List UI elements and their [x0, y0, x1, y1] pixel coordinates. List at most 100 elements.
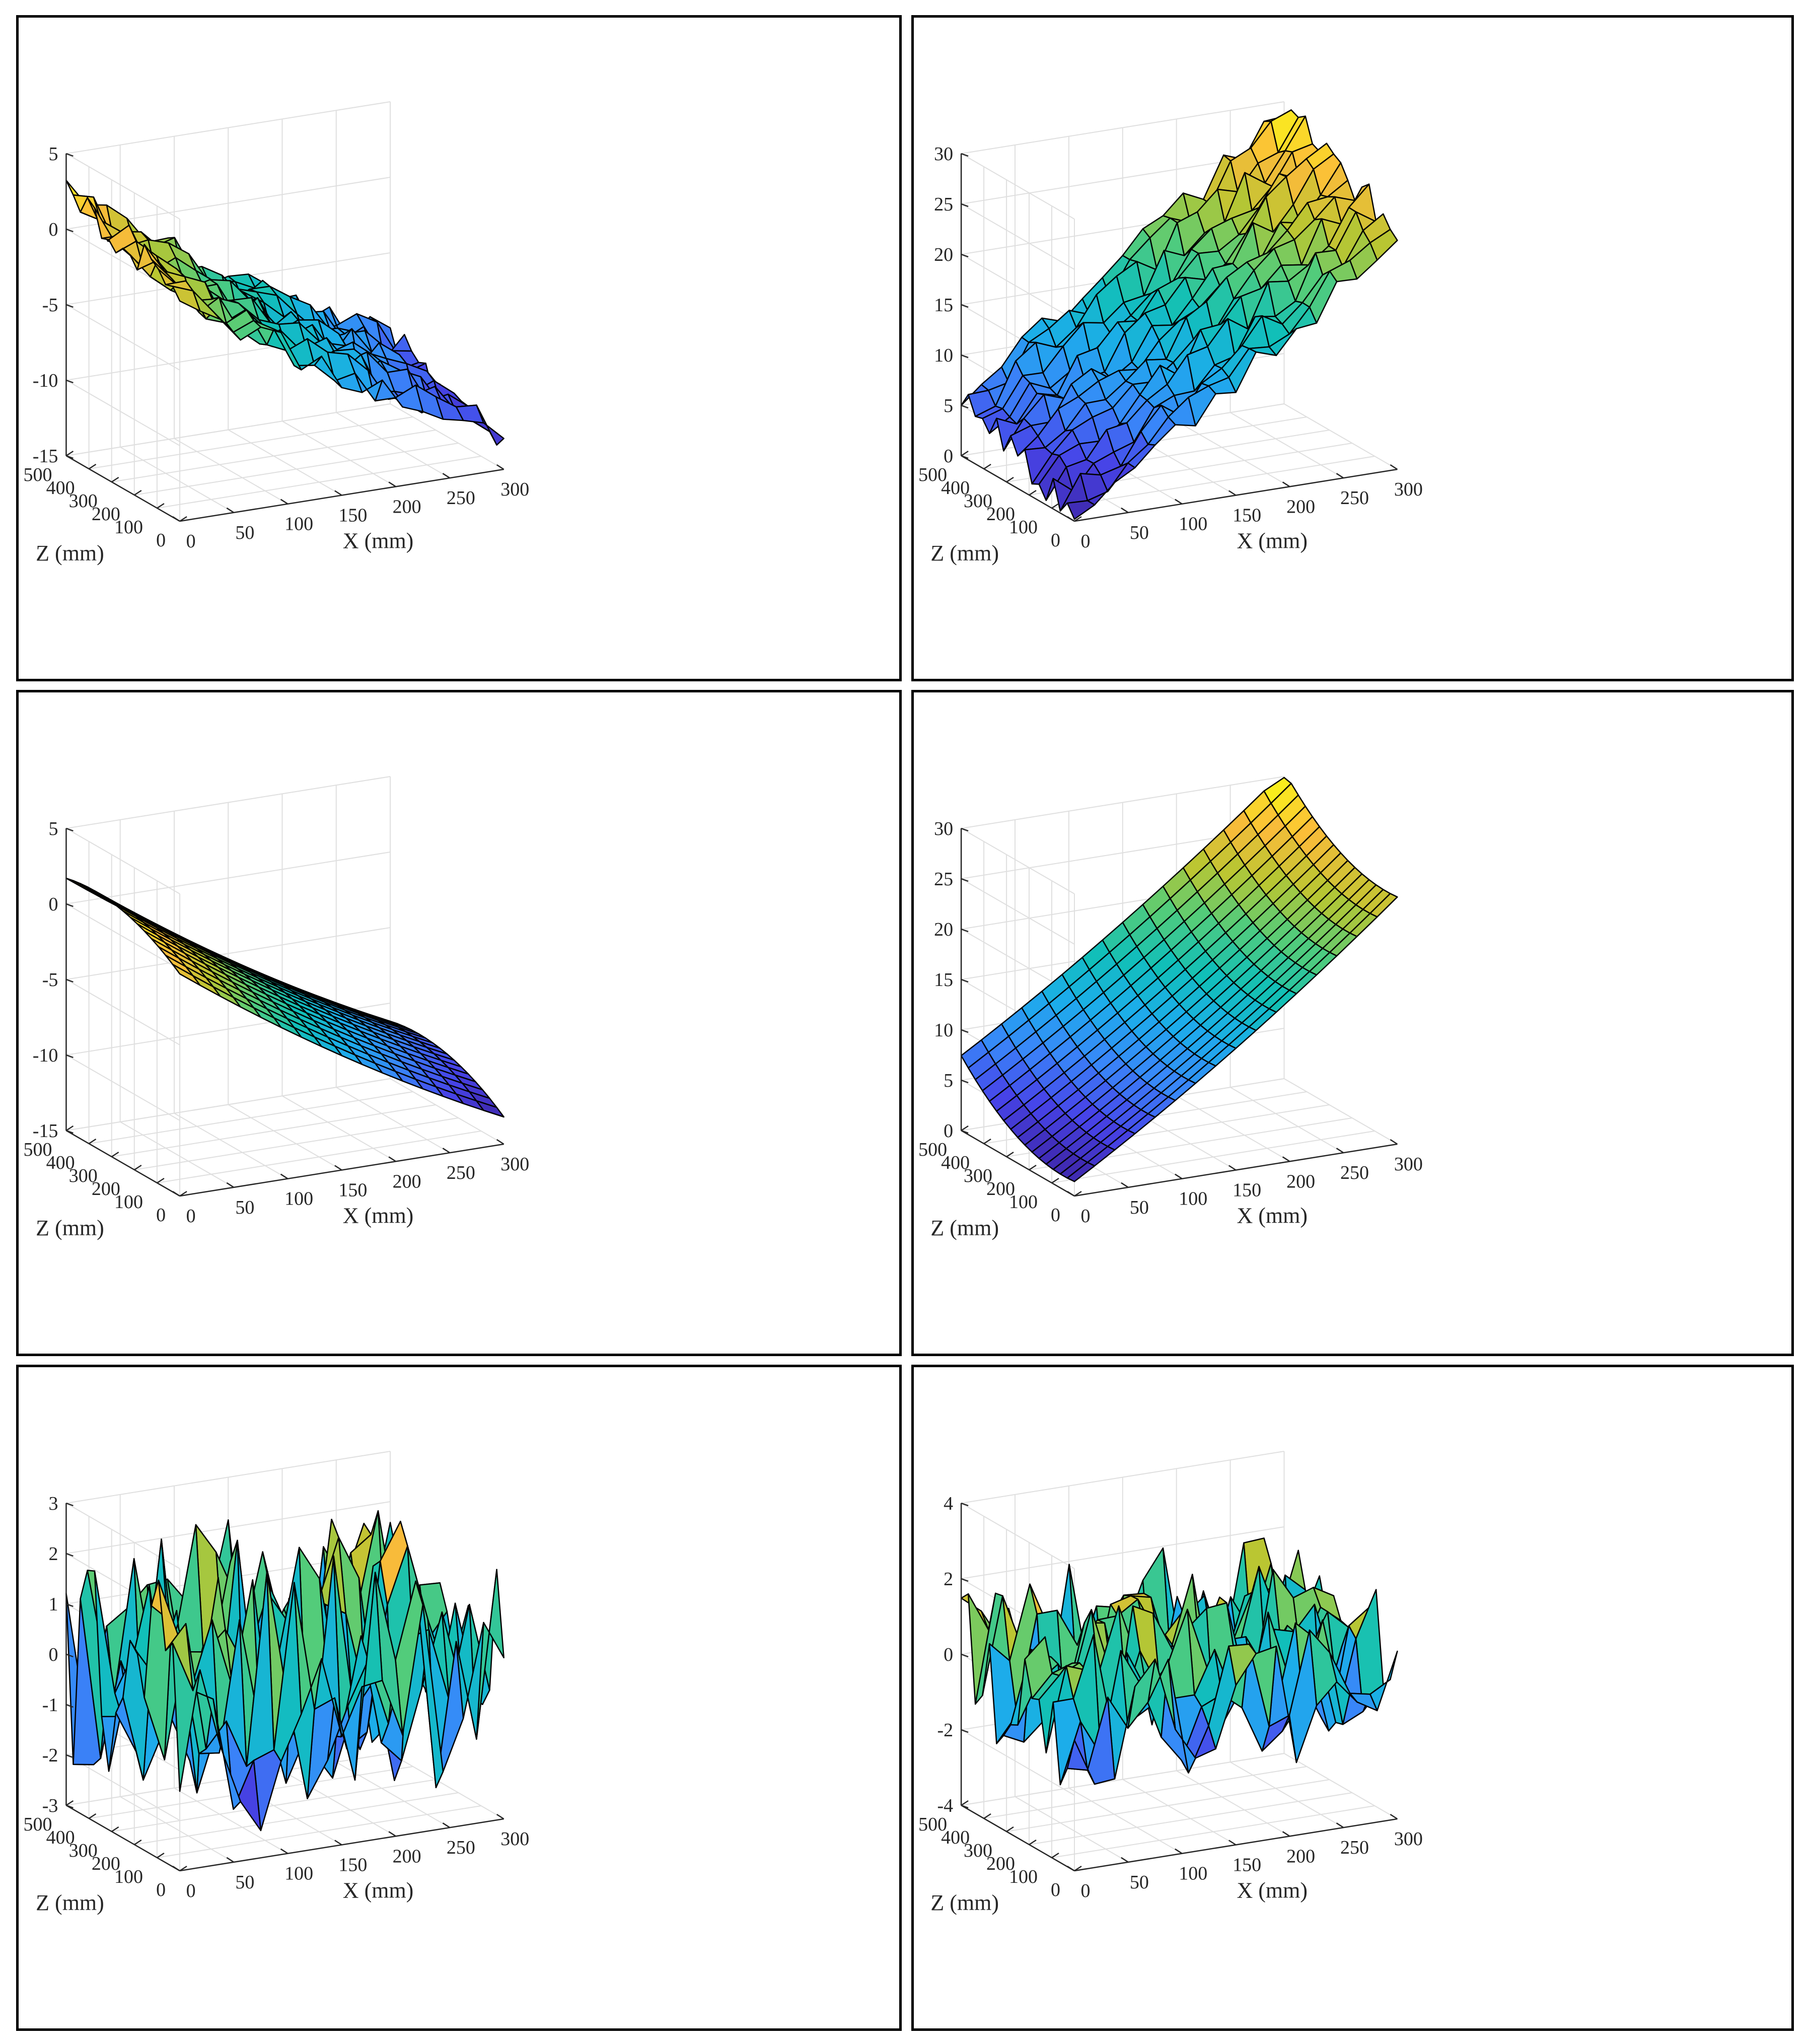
- y-tick-label: 0: [156, 530, 166, 551]
- panel-rex: 0 50 100 150 200 250 300 0 100 200 300 400 500 -3 -2 -1…: [16, 1365, 902, 2031]
- x-tick-label: 50: [235, 1872, 254, 1893]
- panel-pez: 0 50 100 150 200 250 300 0 100 200 300 400 500 0 5 10 15…: [911, 690, 1794, 1356]
- z-tick-label: -10: [33, 370, 58, 391]
- y-axis-label: Z (mm): [930, 1890, 999, 1915]
- x-tick-label: 250: [1340, 487, 1369, 509]
- axes: 0 50 100 150 200 250 3000100200300400500-3-2-1…: [23, 1493, 529, 1915]
- panel-pex: 0 50 100 150 200 250 300 0 100 200 300 400 500 -15 -10…: [16, 690, 902, 1356]
- x-tick-label: 100: [1179, 1188, 1207, 1210]
- axes: 0 50 100 150 200 250 3000100200300400500-15-10…: [23, 818, 529, 1240]
- y-axis-label: Z (mm): [36, 1216, 104, 1240]
- x-tick-label: 250: [447, 1837, 475, 1858]
- z-tick-label: 10: [934, 1020, 953, 1041]
- z-tick-label: 3: [48, 1493, 58, 1514]
- axes: 0 50 100 150 200 250 3000100200300400500-15-10…: [23, 144, 529, 566]
- y-tick-label: 400: [46, 1152, 75, 1173]
- z-tick-label: 5: [48, 818, 58, 839]
- y-tick-label: 100: [1009, 1191, 1038, 1213]
- surface-face: [172, 286, 201, 312]
- x-tick-label: 300: [500, 479, 529, 500]
- y-tick-label: 0: [1051, 1205, 1060, 1226]
- x-tick-label: 50: [1130, 1872, 1149, 1893]
- surface-face: [172, 963, 201, 986]
- y-tick-label: 400: [941, 1827, 970, 1848]
- z-tick-label: 20: [934, 244, 953, 265]
- z-tick-label: 0: [944, 446, 953, 467]
- z-tick-label: 0: [48, 894, 58, 915]
- x-tick-label: 300: [500, 1828, 529, 1850]
- x-tick-label: 50: [1130, 1197, 1149, 1218]
- z-tick-label: 0: [48, 219, 58, 240]
- axes: 0 50 100 150 200 250 3000100200300400500051015…: [918, 144, 1423, 566]
- x-tick-label: 150: [338, 1855, 367, 1876]
- y-tick-label: 400: [46, 477, 75, 499]
- y-tick-label: 0: [156, 1879, 166, 1900]
- y-tick-label: 400: [46, 1827, 75, 1848]
- surface: [960, 109, 1398, 520]
- x-tick-label: 0: [186, 531, 196, 552]
- y-tick-label: 200: [92, 504, 120, 525]
- z-tick-label: -3: [42, 1795, 58, 1816]
- x-tick-label: 250: [447, 487, 475, 509]
- z-tick-label: 25: [934, 869, 953, 890]
- x-tick-label: 200: [1286, 1171, 1315, 1192]
- z-tick-label: -10: [33, 1045, 58, 1066]
- axes: 0 50 100 150 200 250 3000100200300400500-4-202…: [918, 1493, 1423, 1915]
- y-tick-label: 100: [114, 1866, 143, 1887]
- y-tick-label: 0: [156, 1205, 166, 1226]
- x-tick-label: 200: [393, 496, 421, 517]
- x-axis-label: X (mm): [343, 1203, 414, 1228]
- z-tick-label: -1: [42, 1695, 58, 1716]
- axes: 0 50 100 150 200 250 3000100200300400500051015…: [918, 818, 1423, 1240]
- surface: [960, 777, 1398, 1182]
- y-tick-label: 300: [69, 1165, 98, 1186]
- x-tick-label: 300: [1394, 1828, 1423, 1850]
- y-axis-label: Z (mm): [930, 1216, 999, 1240]
- z-tick-label: -4: [937, 1795, 953, 1816]
- z-tick-label: 15: [934, 295, 953, 316]
- x-axis-label: X (mm): [1237, 1203, 1308, 1228]
- panel-mex: 0 50 100 150 200 250 300 0 100 200 300 400 500 -15 -10…: [16, 15, 902, 681]
- x-axis-label: X (mm): [1237, 528, 1308, 553]
- z-tick-label: -5: [42, 295, 58, 316]
- chart-mez: 0 50 100 150 200 250 3000100200300400500051015…: [918, 101, 1423, 566]
- y-tick-label: 100: [1009, 517, 1038, 538]
- x-axis-label: X (mm): [343, 1878, 414, 1902]
- y-tick-label: 200: [92, 1853, 120, 1874]
- y-tick-label: 500: [918, 464, 947, 485]
- x-tick-label: 150: [1233, 505, 1261, 526]
- y-tick-label: 500: [918, 1139, 947, 1160]
- x-tick-label: 0: [186, 1880, 196, 1901]
- z-tick-label: 2: [944, 1569, 953, 1590]
- x-tick-label: 50: [235, 522, 254, 543]
- chart-rex: 0 50 100 150 200 250 3000100200300400500-3-2-1…: [23, 1451, 529, 1915]
- y-tick-label: 500: [918, 1814, 947, 1835]
- chart-pez: 0 50 100 150 200 250 3000100200300400500051015…: [918, 776, 1423, 1240]
- x-tick-label: 150: [338, 505, 367, 526]
- x-tick-label: 200: [393, 1171, 421, 1192]
- chart-rez: 0 50 100 150 200 250 3000100200300400500-4-202…: [918, 1451, 1423, 1915]
- x-tick-label: 150: [1233, 1855, 1261, 1876]
- chart-mex: 0 50 100 150 200 250 3000100200300400500-15-10…: [23, 101, 529, 566]
- z-tick-label: 25: [934, 194, 953, 215]
- x-tick-label: 300: [1394, 479, 1423, 500]
- z-tick-label: -5: [42, 969, 58, 991]
- y-axis-line: [961, 1804, 1075, 1872]
- z-tick-label: 5: [48, 144, 58, 165]
- surface-face: [172, 1642, 201, 1792]
- y-tick-label: 500: [23, 1814, 52, 1835]
- x-tick-label: 150: [1233, 1180, 1261, 1201]
- y-axis-line: [65, 455, 180, 522]
- y-tick-label: 300: [69, 1840, 98, 1861]
- y-tick-label: 200: [986, 1853, 1015, 1874]
- surface: [65, 1510, 504, 1831]
- z-tick-label: 5: [944, 395, 953, 416]
- z-tick-label: -2: [42, 1745, 58, 1766]
- y-tick-label: 300: [964, 1165, 992, 1186]
- x-tick-label: 0: [1080, 1880, 1090, 1901]
- y-tick-label: 0: [1051, 1879, 1060, 1900]
- x-axis-label: X (mm): [1237, 1878, 1308, 1902]
- y-tick-label: 200: [986, 504, 1015, 525]
- x-tick-label: 0: [186, 1206, 196, 1227]
- x-tick-label: 0: [1080, 531, 1090, 552]
